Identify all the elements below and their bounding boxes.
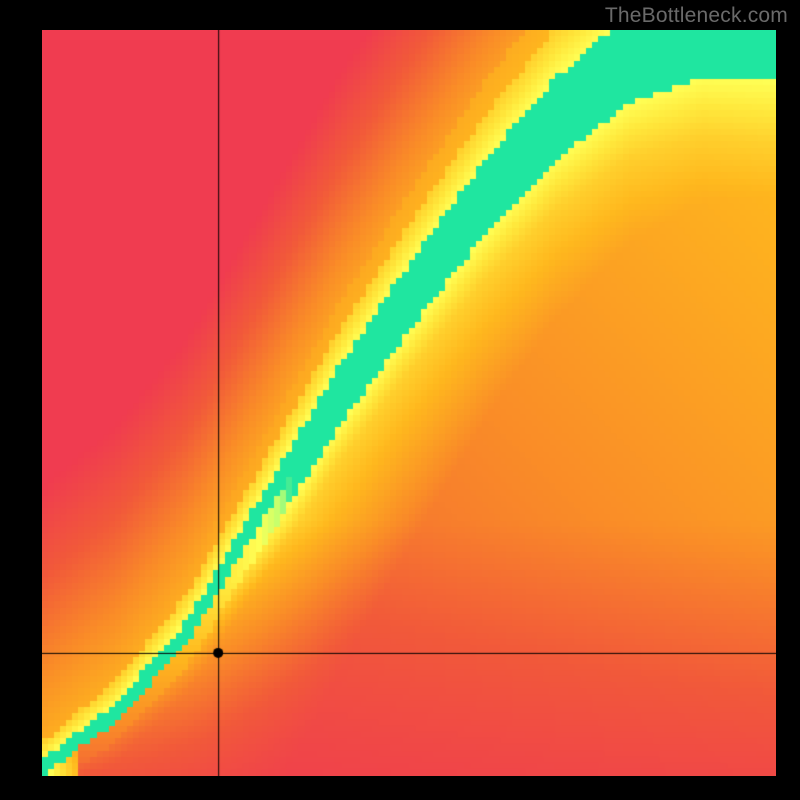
watermark-text: TheBottleneck.com <box>605 4 788 28</box>
plot-area <box>42 30 776 776</box>
chart-container: TheBottleneck.com <box>0 0 800 800</box>
heatmap-canvas <box>42 30 776 776</box>
